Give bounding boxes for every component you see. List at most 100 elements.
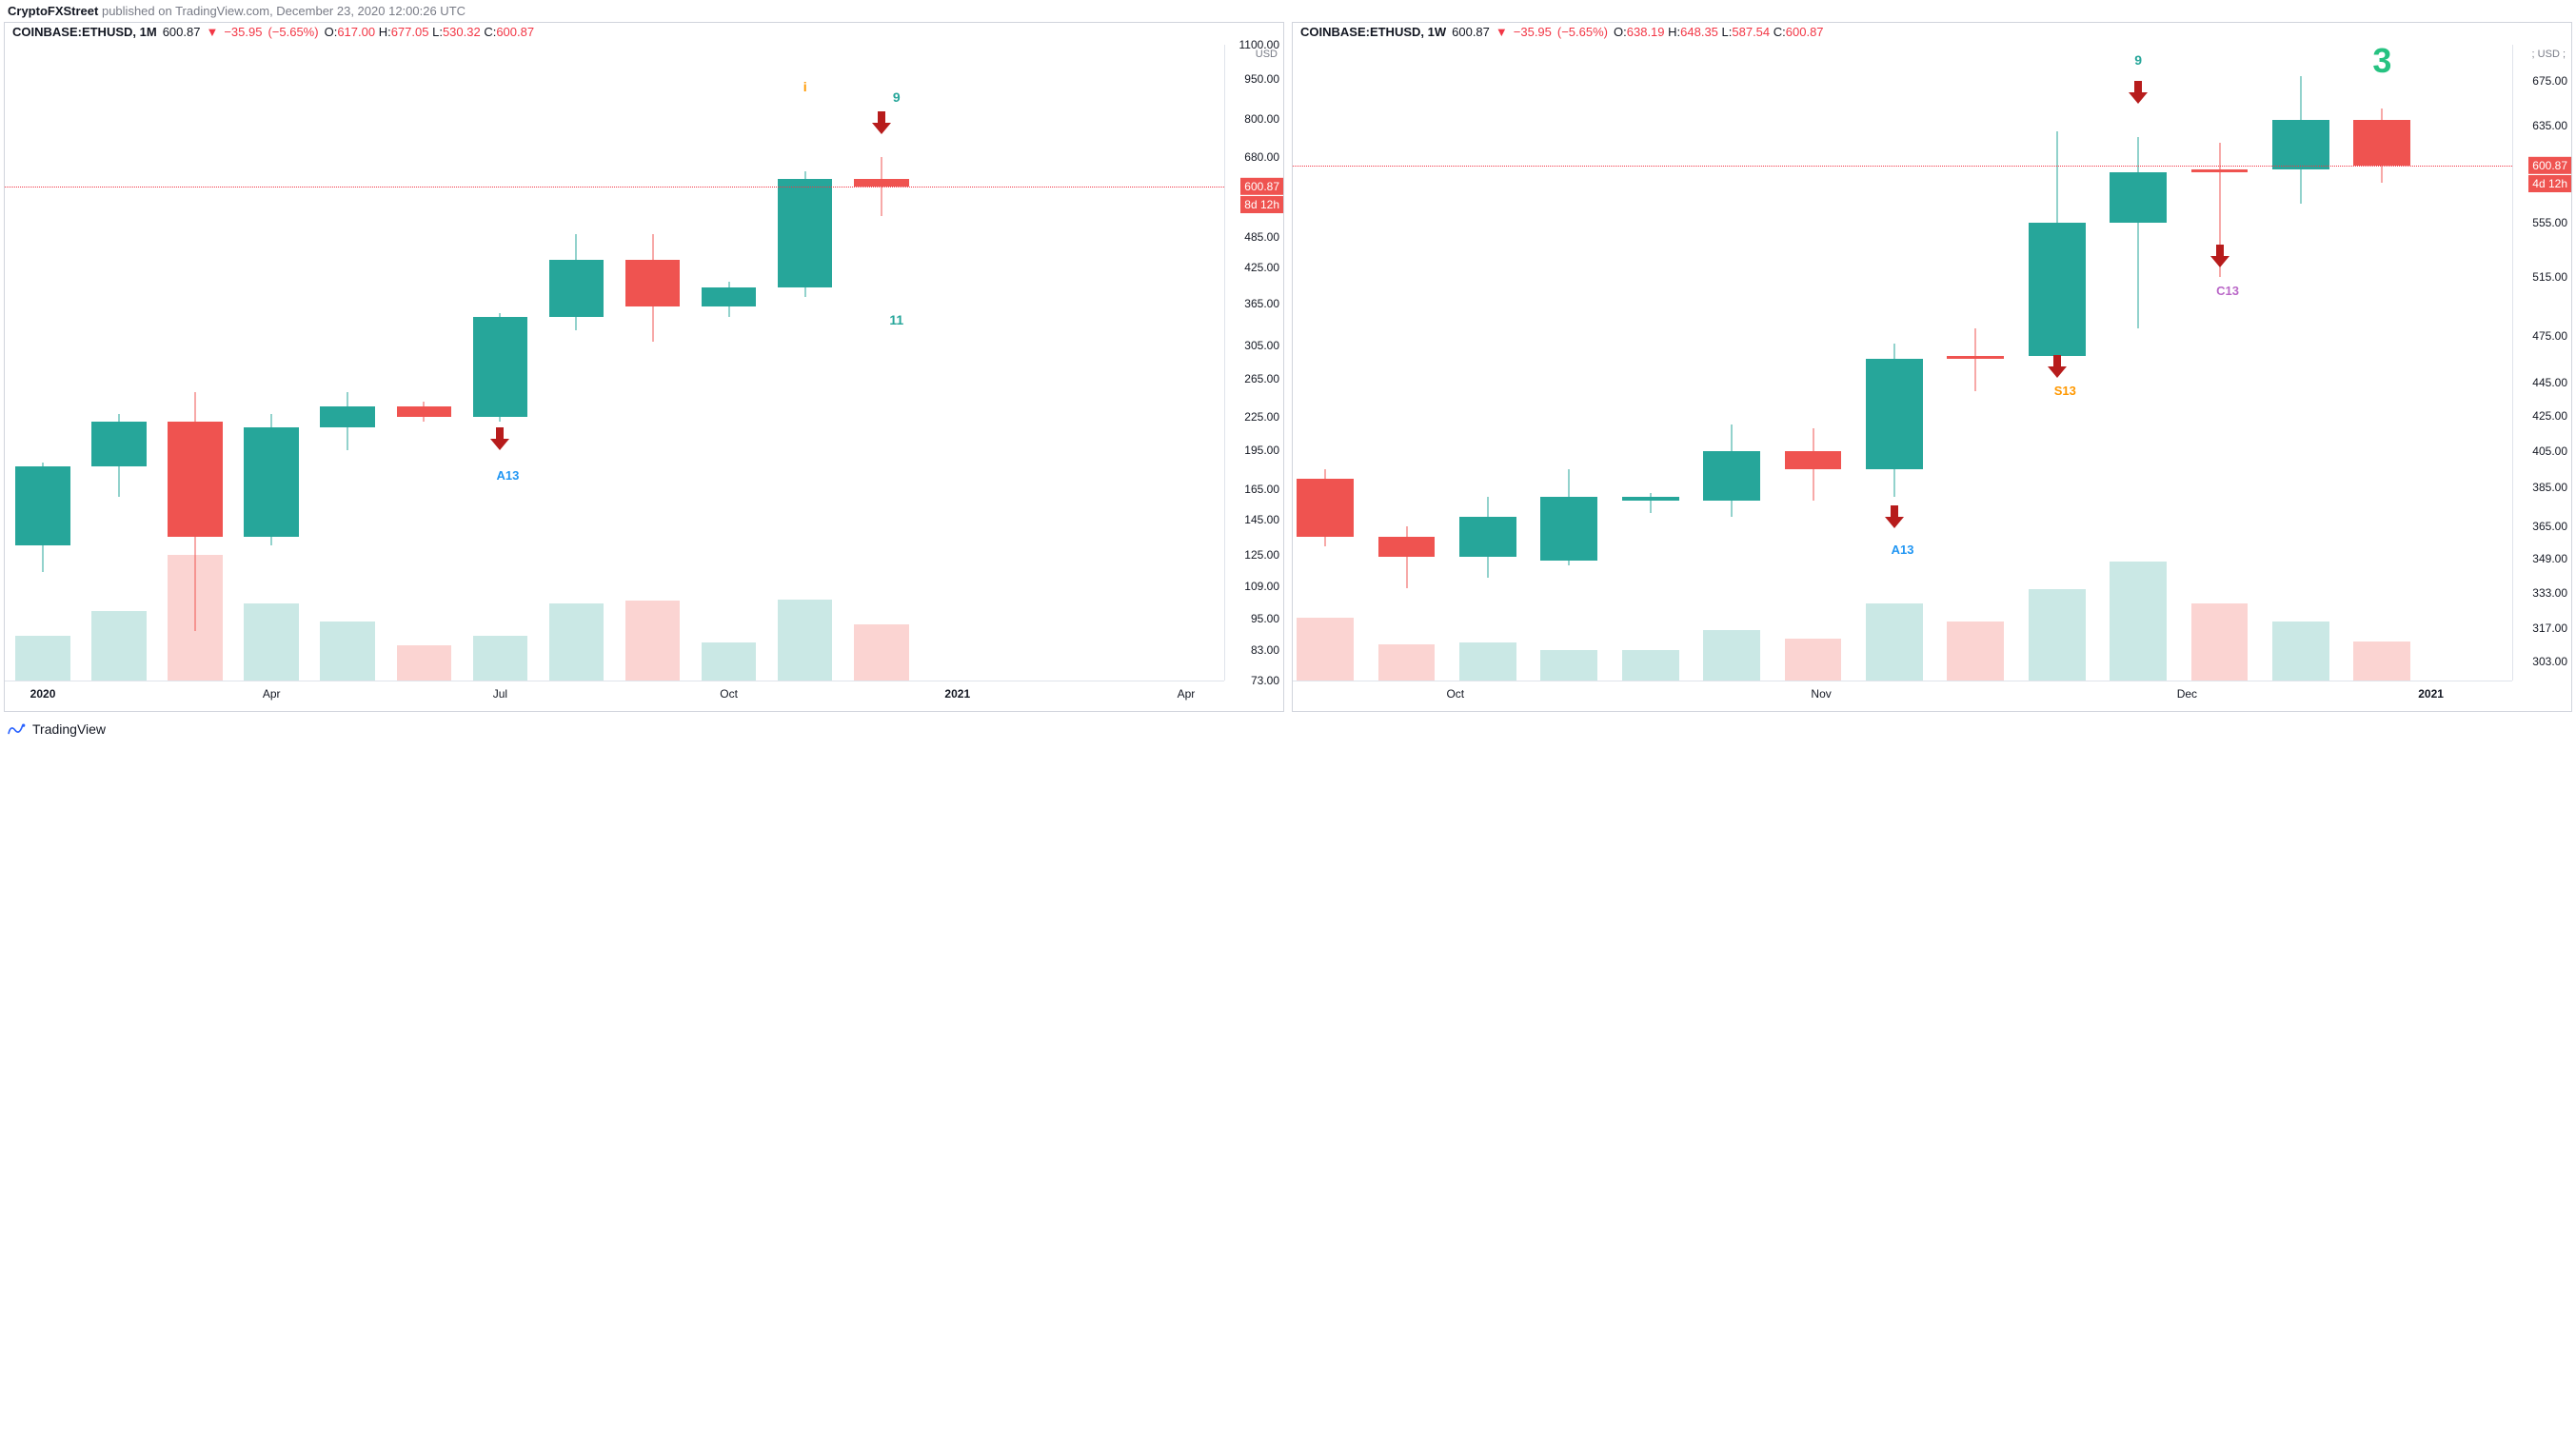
y-tick: 405.00 (2532, 444, 2567, 458)
y-tick: 109.00 (1244, 580, 1279, 593)
tradingview-footer[interactable]: TradingView (0, 712, 2576, 746)
candle (1540, 469, 1597, 565)
left-last: 600.87 (163, 25, 201, 39)
annotation-text: A13 (496, 468, 519, 483)
y-tick: 265.00 (1244, 372, 1279, 385)
y-tick: 635.00 (2532, 119, 2567, 132)
volume-bar (2272, 622, 2329, 681)
x-tick: Jul (493, 687, 507, 701)
annotation-text: 9 (893, 89, 901, 105)
y-tick: 165.00 (1244, 483, 1279, 496)
y-tick: 515.00 (2532, 270, 2567, 284)
left-chart[interactable]: i911A13 1100.00950.00800.00680.00485.004… (5, 45, 1283, 711)
annotation-text: 9 (2134, 52, 2142, 68)
candle (15, 463, 70, 572)
volume-bar (1703, 630, 1760, 681)
volume-bar (320, 622, 375, 681)
price-tag: 600.87 (1240, 178, 1283, 195)
candle (778, 171, 833, 297)
right-last: 600.87 (1452, 25, 1490, 39)
y-tick: 145.00 (1244, 513, 1279, 526)
price-line (5, 187, 1224, 188)
usd-label: ; USD ; (2532, 49, 2566, 60)
right-symbol: COINBASE:ETHUSD, 1W (1300, 25, 1446, 39)
big-annotation: 3 (2372, 41, 2391, 81)
y-tick: 365.00 (1244, 297, 1279, 310)
ohlc-block: O:617.00 H:677.05 L:530.32 C:600.87 (325, 25, 535, 39)
x-tick: Dec (2177, 687, 2197, 701)
volume-bar (1378, 644, 1436, 681)
y-tick: 317.00 (2532, 622, 2567, 635)
y-tick: 475.00 (2532, 329, 2567, 343)
y-tick: 305.00 (1244, 339, 1279, 352)
y-tick: 83.00 (1251, 643, 1279, 657)
volume-bar (1297, 618, 1354, 681)
y-tick: 95.00 (1251, 612, 1279, 625)
volume-bar (625, 601, 681, 681)
x-tick: Apr (263, 687, 281, 701)
x-tick: Oct (1446, 687, 1464, 701)
candle (168, 392, 223, 632)
right-panel: COINBASE:ETHUSD, 1W 600.87 ▼ −35.95 (−5.… (1292, 22, 2572, 712)
right-change-pct: (−5.65%) (1557, 25, 1608, 39)
left-symbol: COINBASE:ETHUSD, 1M (12, 25, 157, 39)
arrow-down-icon (1885, 505, 1904, 528)
publish-header: CryptoFXStreet published on TradingView.… (0, 0, 2576, 22)
volume-bar (15, 636, 70, 681)
price-tag: 600.87 (2528, 157, 2571, 174)
y-tick: 950.00 (1244, 72, 1279, 86)
x-tick: 2021 (2418, 687, 2444, 701)
volume-bar (2353, 642, 2410, 681)
volume-bar (2110, 562, 2167, 681)
annotation-text: 11 (889, 312, 903, 327)
left-info-row: COINBASE:ETHUSD, 1M 600.87 ▼ −35.95 (−5.… (5, 23, 1283, 45)
arrow-down-icon (2129, 81, 2148, 104)
candle (397, 402, 452, 422)
published-on: published on TradingView.com, (98, 4, 276, 18)
y-tick: 365.00 (2532, 520, 2567, 533)
volume-bar (2029, 589, 2086, 681)
annotation-text: S13 (2054, 384, 2076, 398)
countdown-tag: 8d 12h (1240, 196, 1283, 213)
y-tick: 125.00 (1244, 548, 1279, 562)
volume-bar (1459, 642, 1516, 681)
candle (1866, 344, 1923, 498)
candle (473, 313, 528, 422)
tradingview-label: TradingView (32, 721, 106, 737)
arrow-down-icon (872, 111, 891, 134)
volume-bar (1866, 603, 1923, 681)
candle (91, 414, 147, 497)
arrow-down-icon (490, 427, 509, 450)
y-tick: 800.00 (1244, 112, 1279, 126)
right-change: −35.95 (1514, 25, 1552, 39)
right-chart[interactable]: 9C13S13A133 675.00635.00555.00515.00475.… (1293, 45, 2571, 711)
volume-bar (854, 624, 909, 681)
y-tick: 385.00 (2532, 481, 2567, 494)
y-tick: 195.00 (1244, 444, 1279, 457)
arrow-down-icon (2048, 355, 2067, 378)
y-tick: 555.00 (2532, 216, 2567, 229)
volume-bar (473, 636, 528, 681)
volume-bar (549, 603, 604, 681)
annotation-text: C13 (2216, 284, 2239, 298)
y-tick: 425.00 (2532, 409, 2567, 423)
candle (702, 282, 757, 316)
down-caret-icon: ▼ (206, 25, 218, 39)
candle (2353, 109, 2410, 183)
candle (1947, 328, 2004, 391)
y-tick: 680.00 (1244, 150, 1279, 164)
y-tick: 333.00 (2532, 586, 2567, 600)
ohlc-block: O:638.19 H:648.35 L:587.54 C:600.87 (1614, 25, 1824, 39)
annotation-text: i (803, 79, 807, 94)
candle (1297, 469, 1354, 546)
y-tick: 225.00 (1244, 410, 1279, 424)
candle (320, 392, 375, 450)
candle (2272, 76, 2329, 204)
volume-bar (397, 645, 452, 681)
tradingview-logo-icon (8, 722, 27, 736)
volume-bar (1622, 650, 1679, 681)
volume-bar (1785, 639, 1842, 681)
y-tick: 303.00 (2532, 655, 2567, 668)
down-caret-icon: ▼ (1496, 25, 1508, 39)
volume-bar (1947, 622, 2004, 681)
